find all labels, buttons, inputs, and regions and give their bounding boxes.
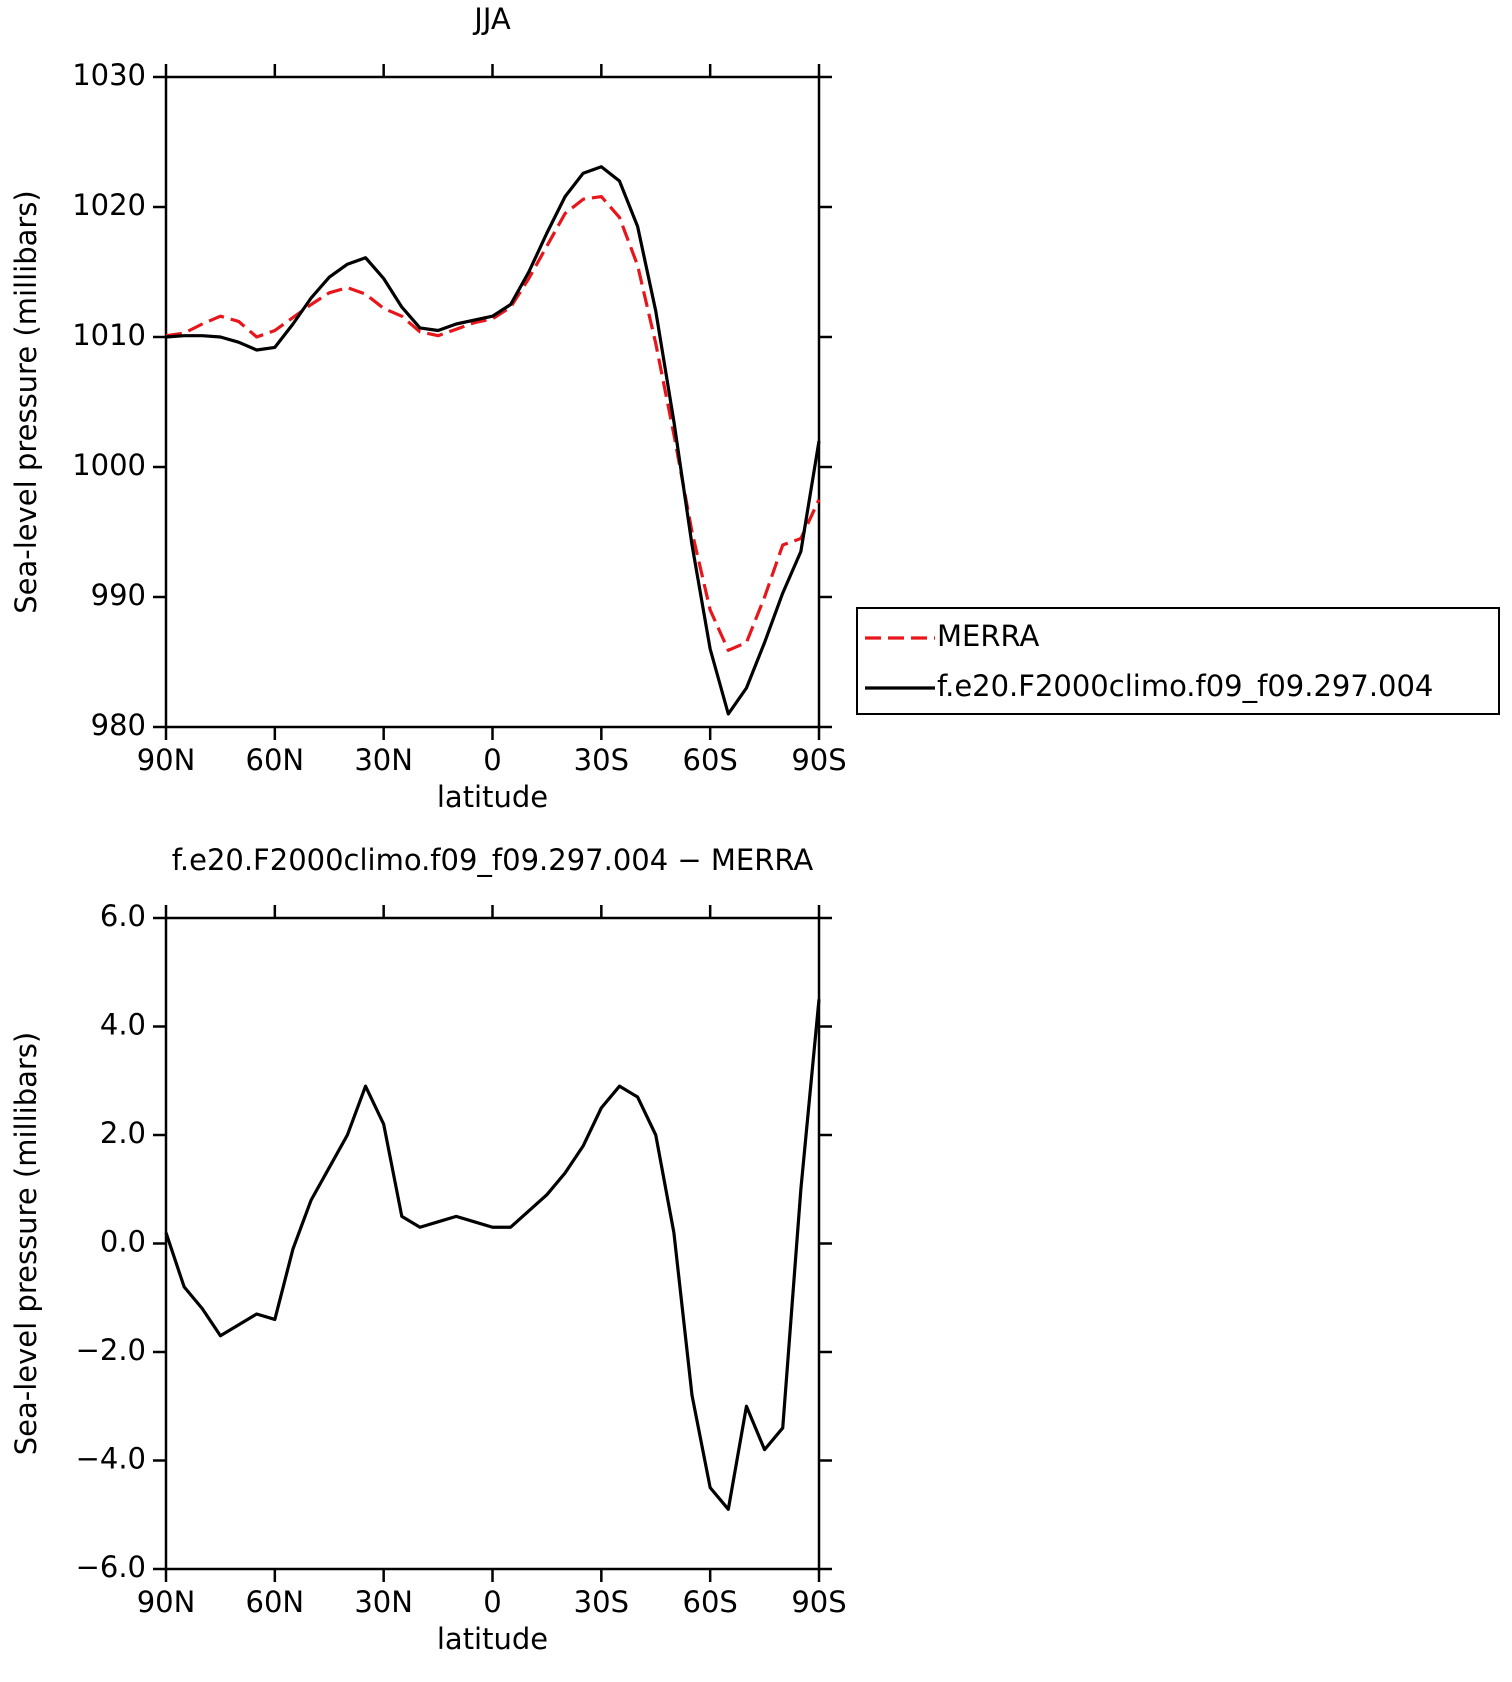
data-line — [165, 165, 821, 716]
x-tick-label: 90N — [137, 743, 196, 777]
x-axis-label: latitude — [437, 1622, 548, 1656]
x-tick-label: 0 — [483, 743, 501, 777]
legend-label: MERRA — [937, 619, 1039, 653]
x-tick-label: 0 — [483, 1585, 501, 1619]
x-tick-label: 90N — [137, 1585, 196, 1619]
plot-frame — [164, 75, 821, 729]
data-line — [165, 195, 821, 652]
y-tick-label: 6.0 — [100, 899, 146, 933]
y-axis-label: Sea-level pressure (millibars) — [9, 1032, 43, 1455]
legend-label: f.e20.F2000climo.f09_f09.297.004 — [937, 669, 1433, 703]
y-tick-label: 4.0 — [100, 1008, 146, 1042]
y-tick-label: −2.0 — [76, 1333, 146, 1367]
y-tick-label: 1010 — [72, 318, 146, 352]
x-tick-label: 30N — [354, 1585, 413, 1619]
x-tick-label: 30S — [574, 1585, 629, 1619]
chart-title: f.e20.F2000climo.f09_f09.297.004 − MERRA — [172, 843, 814, 877]
y-tick-label: 1020 — [72, 188, 146, 222]
x-tick-label: 60S — [683, 743, 738, 777]
data-line — [164, 999, 821, 1511]
y-tick-label: −6.0 — [76, 1550, 146, 1584]
x-tick-label: 90S — [791, 743, 846, 777]
x-tick-label: 60S — [683, 1585, 738, 1619]
y-tick-label: −4.0 — [76, 1442, 146, 1476]
y-tick-label: 2.0 — [100, 1116, 146, 1150]
y-tick-label: 990 — [91, 578, 146, 612]
y-tick-label: 1000 — [72, 448, 146, 482]
y-axis-label: Sea-level pressure (millibars) — [9, 190, 43, 613]
y-tick-label: 1030 — [72, 58, 146, 92]
y-tick-label: 0.0 — [100, 1225, 146, 1259]
x-axis-label: latitude — [437, 780, 548, 814]
x-tick-label: 90S — [791, 1585, 846, 1619]
plot-frame — [164, 916, 821, 1571]
legend-box — [856, 607, 1500, 715]
x-tick-label: 60N — [246, 1585, 305, 1619]
x-tick-label: 60N — [246, 743, 305, 777]
x-tick-label: 30N — [354, 743, 413, 777]
x-tick-label: 30S — [574, 743, 629, 777]
chart-title: JJA — [472, 2, 511, 36]
y-tick-label: 980 — [91, 708, 146, 742]
